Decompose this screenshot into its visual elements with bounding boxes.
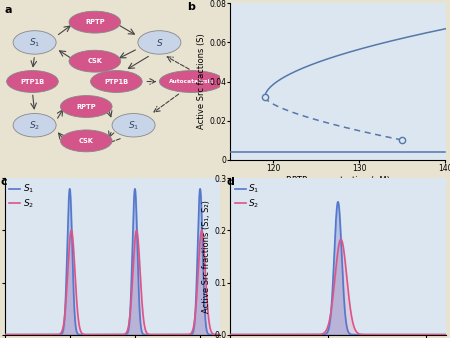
Ellipse shape [69, 50, 121, 72]
Ellipse shape [90, 71, 142, 92]
Text: RPTP: RPTP [76, 103, 96, 110]
$S_2$ [228, 333, 233, 337]
Y-axis label: Active Src fractions (S₁, S₂): Active Src fractions (S₁, S₂) [202, 200, 211, 313]
Text: RPTP: RPTP [85, 19, 105, 25]
Ellipse shape [112, 114, 155, 137]
Line: $S_1$: $S_1$ [230, 202, 446, 335]
$S_2$ [134, 228, 139, 233]
X-axis label: RPTP concentration (nM): RPTP concentration (nM) [286, 175, 390, 185]
$S_1$ [252, 333, 257, 337]
Ellipse shape [159, 71, 224, 92]
$S_2$ [338, 237, 343, 241]
$S_1$ [92, 333, 98, 337]
Text: d: d [226, 177, 234, 187]
Ellipse shape [13, 31, 56, 54]
Text: a: a [4, 5, 12, 15]
Text: $S_1$: $S_1$ [128, 119, 139, 131]
Line: $S_2$: $S_2$ [4, 231, 220, 335]
Text: CSK: CSK [87, 58, 102, 64]
Y-axis label: Active Src fractions (S): Active Src fractions (S) [198, 33, 207, 129]
Ellipse shape [13, 114, 56, 137]
$S_1$ [310, 333, 315, 337]
$S_2$ [210, 332, 216, 336]
Line: $S_1$: $S_1$ [4, 189, 220, 335]
$S_1$ [94, 333, 99, 337]
$S_2$ [320, 332, 325, 336]
Ellipse shape [60, 130, 112, 152]
$S_2$ [252, 333, 257, 337]
$S_1$ [210, 333, 216, 337]
$S_2$ [265, 333, 270, 337]
$S_1$ [320, 333, 325, 337]
Text: PTP1B: PTP1B [104, 78, 128, 84]
$S_1$ [265, 333, 270, 337]
$S_2$ [158, 333, 163, 337]
$S_2$ [439, 333, 444, 337]
Text: $S_1$: $S_1$ [29, 36, 40, 49]
$S_1$ [228, 333, 233, 337]
$S_1$ [2, 333, 7, 337]
Legend: $S_1$, $S_2$: $S_1$, $S_2$ [9, 183, 34, 210]
$S_2$ [94, 333, 99, 337]
$S_2$ [310, 333, 315, 337]
Text: PTP1B: PTP1B [20, 78, 45, 84]
Legend: $S_1$, $S_2$: $S_1$, $S_2$ [235, 183, 260, 210]
$S_1$ [217, 333, 222, 337]
$S_2$ [2, 333, 7, 337]
$S_1$ [439, 333, 444, 337]
Text: c: c [0, 177, 7, 187]
Ellipse shape [138, 31, 181, 54]
Text: CSK: CSK [79, 138, 94, 144]
$S_2$ [217, 333, 222, 337]
$S_1$ [67, 187, 72, 191]
$S_2$ [104, 333, 109, 337]
$S_1$ [104, 333, 109, 337]
Ellipse shape [69, 11, 121, 33]
$S_1$ [443, 333, 448, 337]
$S_1$ [200, 237, 205, 241]
$S_1$ [335, 200, 341, 204]
Line: $S_2$: $S_2$ [230, 239, 446, 335]
Text: $S$: $S$ [156, 37, 163, 48]
Ellipse shape [7, 71, 58, 92]
$S_1$ [415, 333, 421, 337]
Text: b: b [187, 2, 195, 12]
Text: Autocatalysis: Autocatalysis [169, 79, 214, 84]
$S_2$ [92, 333, 98, 337]
$S_1$ [158, 333, 163, 337]
$S_2$ [415, 333, 421, 337]
$S_2$ [443, 333, 448, 337]
$S_2$ [200, 230, 205, 234]
Text: $S_2$: $S_2$ [29, 119, 40, 131]
Ellipse shape [60, 96, 112, 117]
